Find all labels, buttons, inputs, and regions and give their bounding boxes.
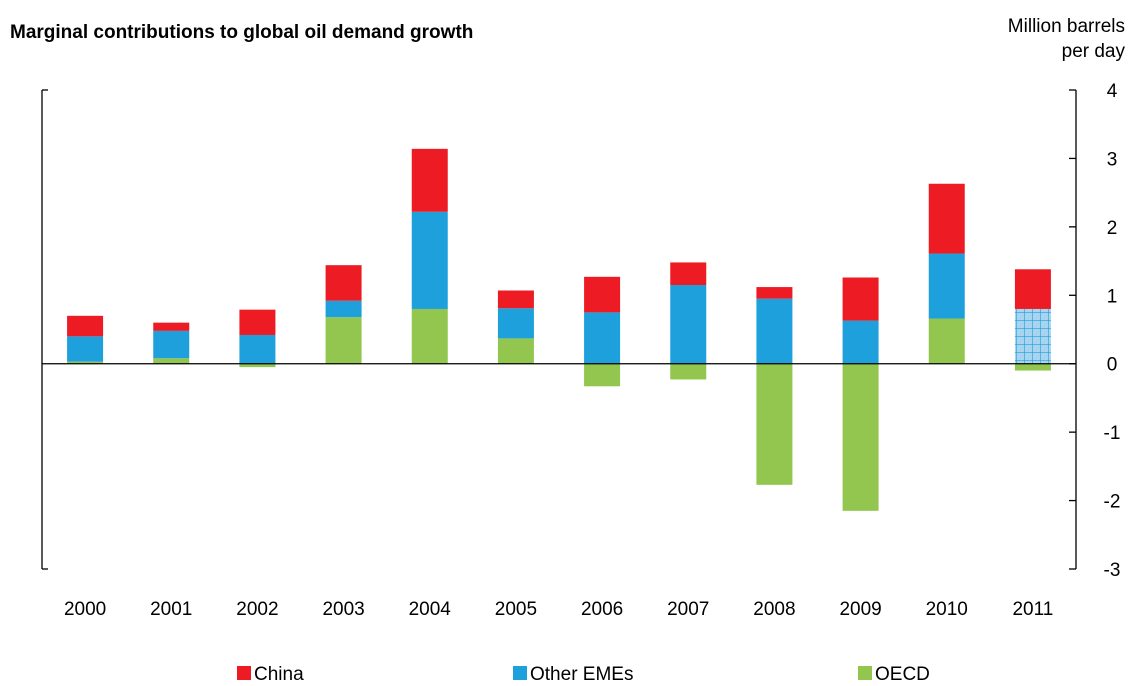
legend-label: OECD — [875, 664, 930, 685]
plot-area: -3 -2 -1 0 1 2 3 4 2000 2001 2002 2003 2004 2005 2006 2… — [42, 81, 1120, 620]
bar-china-2006 — [584, 277, 620, 313]
bar-other-emes-2001 — [153, 331, 189, 358]
y-tick-label: 4 — [1107, 81, 1118, 102]
bar-other-emes-2004 — [412, 212, 448, 309]
bar-oecd-2004 — [412, 309, 448, 364]
legend-item-other-emes: Other EMEs — [513, 664, 633, 685]
bar-oecd-2007 — [670, 364, 706, 380]
x-tick-label: 2003 — [322, 599, 364, 620]
legend-swatch — [513, 666, 527, 680]
bar-china-2011 — [1015, 269, 1051, 309]
x-tick-label: 2001 — [150, 599, 192, 620]
bar-china-2002 — [239, 310, 275, 335]
x-tick-label: 2005 — [495, 599, 537, 620]
y-tick-label: 1 — [1107, 286, 1118, 307]
bar-other-emes-2006 — [584, 312, 620, 363]
bar-other-emes-2010 — [929, 254, 965, 319]
y-tick-label: -3 — [1104, 560, 1121, 581]
bar-oecd-2011 — [1015, 364, 1051, 371]
bar-oecd-2003 — [326, 317, 362, 364]
unit-label-line-2: per day — [1062, 41, 1126, 62]
y-tick-label: -2 — [1104, 492, 1121, 513]
bar-oecd-2001 — [153, 358, 189, 363]
bar-china-2001 — [153, 323, 189, 331]
chart-title: Marginal contributions to global oil dem… — [10, 22, 473, 43]
bar-china-2007 — [670, 262, 706, 285]
x-tick-label: 2007 — [667, 599, 709, 620]
legend-item-china: China — [237, 664, 304, 685]
legend-swatch — [858, 666, 872, 680]
bar-oecd-2006 — [584, 364, 620, 387]
bar-other-emes-2005 — [498, 308, 534, 338]
bar-other-emes-2000 — [67, 336, 103, 361]
bar-oecd-2010 — [929, 319, 965, 364]
bar-china-2008 — [756, 287, 792, 299]
x-tick-label: 2010 — [926, 599, 968, 620]
y-tick-label: -1 — [1104, 423, 1121, 444]
bar-other-emes-2009 — [843, 321, 879, 364]
bar-oecd-2008 — [756, 364, 792, 485]
bar-china-2004 — [412, 149, 448, 212]
bar-other-emes-2003 — [326, 301, 362, 317]
bar-china-2005 — [498, 290, 534, 308]
legend-swatch — [237, 666, 251, 680]
legend-item-oecd: OECD — [858, 664, 930, 685]
bar-other-emes-2011 — [1015, 309, 1051, 364]
bar-china-2009 — [843, 277, 879, 320]
x-tick-label: 2008 — [753, 599, 795, 620]
legend-label: Other EMEs — [530, 664, 633, 685]
x-tick-label: 2006 — [581, 599, 623, 620]
y-tick-label: 2 — [1107, 218, 1118, 239]
x-tick-label: 2011 — [1012, 599, 1053, 620]
unit-label-line-1: Million barrels — [1008, 16, 1125, 37]
legend-label: China — [254, 664, 304, 685]
x-tick-label: 2000 — [64, 599, 106, 620]
bar-china-2000 — [67, 316, 103, 337]
bar-other-emes-2007 — [670, 285, 706, 364]
bar-other-emes-2002 — [239, 335, 275, 364]
bar-oecd-2009 — [843, 364, 879, 511]
bar-other-emes-2008 — [756, 299, 792, 364]
y-tick-label: 3 — [1107, 149, 1118, 170]
x-tick-label: 2004 — [409, 599, 452, 620]
bar-china-2003 — [326, 265, 362, 301]
bar-china-2010 — [929, 184, 965, 254]
x-tick-label: 2002 — [236, 599, 278, 620]
legend: China Other EMEs OECD — [237, 664, 930, 685]
x-tick-label: 2009 — [839, 599, 881, 620]
bar-oecd-2005 — [498, 338, 534, 363]
y-tick-label: 0 — [1107, 355, 1118, 376]
